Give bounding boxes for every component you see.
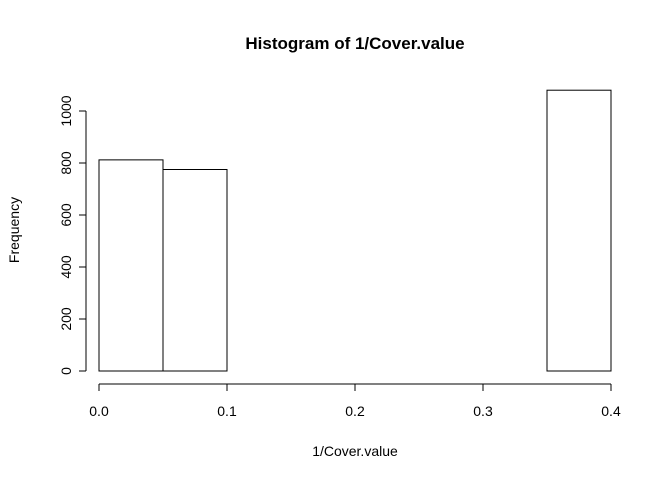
- y-tick-label: 400: [58, 255, 74, 279]
- y-tick-label: 800: [58, 151, 74, 175]
- histogram-bar-1: [162, 169, 228, 372]
- y-tick-label: 600: [58, 203, 74, 227]
- x-tick-label: 0.2: [345, 403, 365, 419]
- x-axis-label: 1/Cover.value: [312, 443, 398, 459]
- chart-title: Histogram of 1/Cover.value: [245, 34, 464, 53]
- y-tick-label: 200: [58, 307, 74, 331]
- x-tick-label: 0.4: [601, 403, 621, 419]
- histogram-bar-7: [546, 89, 612, 372]
- x-axis: 0.0 0.1 0.2 0.3 0.4: [89, 383, 621, 419]
- y-tick-label: 1000: [58, 95, 74, 126]
- x-tick-label: 0.1: [217, 403, 237, 419]
- y-tick-label: 0: [58, 367, 74, 375]
- x-tick-label: 0.3: [473, 403, 493, 419]
- y-axis: 0 200 400 600 800 1000: [58, 95, 87, 375]
- bars-group: [98, 89, 612, 372]
- y-axis-label: Frequency: [6, 197, 22, 263]
- x-tick-label: 0.0: [89, 403, 109, 419]
- histogram-bar-0: [98, 159, 164, 372]
